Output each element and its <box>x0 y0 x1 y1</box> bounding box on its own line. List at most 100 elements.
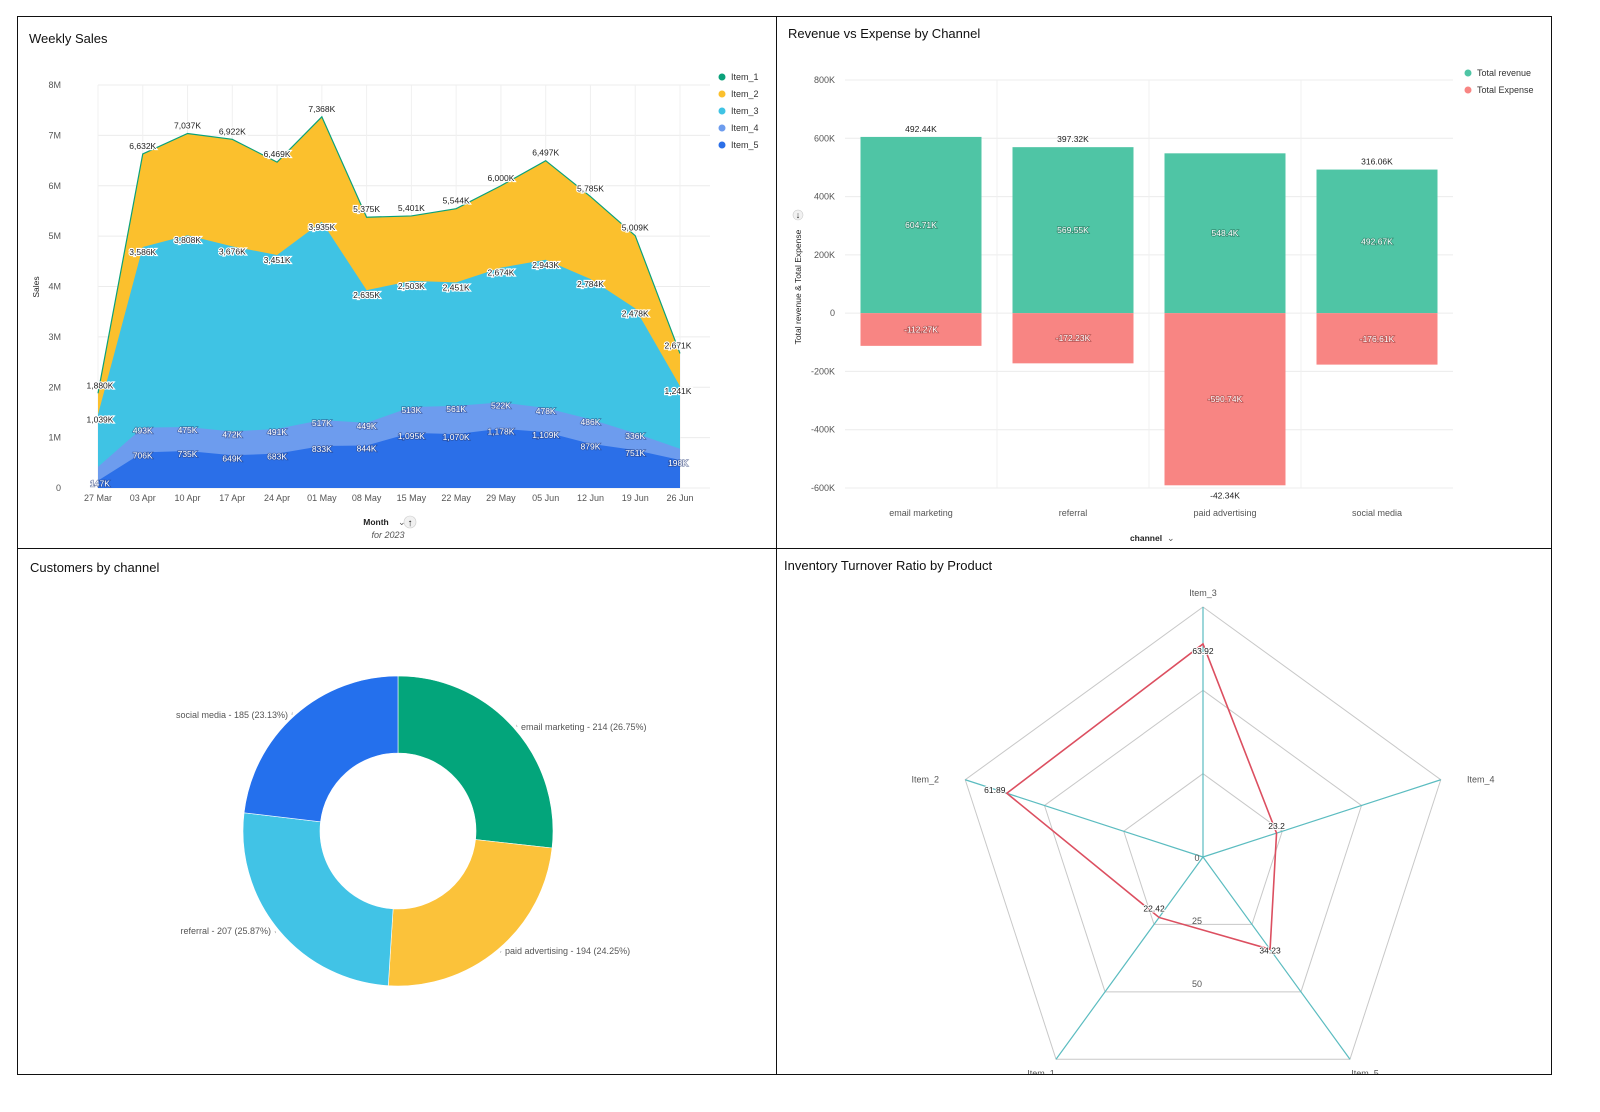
y-tick-label: 2M <box>48 382 61 392</box>
bar-total-expense <box>1012 313 1134 364</box>
x-tick-label: 29 May <box>486 493 516 503</box>
data-label: 478K <box>536 406 556 416</box>
y-tick-label: -400K <box>811 425 835 435</box>
slice-label: referral - 207 (25.87%) <box>180 926 271 936</box>
radar-axis-label: Item_3 <box>1189 588 1217 598</box>
radar-ring-label: 50 <box>1192 979 1202 989</box>
legend-marker <box>718 141 726 149</box>
data-label: 449K <box>357 421 377 431</box>
x-tick-label: email marketing <box>889 508 953 518</box>
y-tick-label: 800K <box>814 75 835 85</box>
revenue-expense-panel: Revenue vs Expense by Channel -600K -400K… <box>776 16 1552 550</box>
legend-marker <box>718 90 726 98</box>
data-label: 1,095K <box>398 431 425 441</box>
data-label: 2,674K <box>487 268 514 278</box>
radar-ring-label: 0 <box>1194 853 1199 863</box>
weekly-sales-chart: 0 1M 2M 3M 4M 5M 6M 7M 8M 27 Mar 03 Apr 10 Apr 17 Ap… <box>31 72 759 540</box>
y-tick-label: 0 <box>830 308 835 318</box>
y-axis-label: Total revenue & Total Expense <box>793 229 803 344</box>
data-label: 5,375K <box>353 204 380 214</box>
data-label: 1,070K <box>443 432 470 442</box>
inventory-panel: Inventory Turnover Ratio by Product 0 25 5… <box>776 548 1552 1075</box>
legend-marker <box>718 107 726 115</box>
total-label: 316.06K <box>1361 157 1393 167</box>
data-label: 879K <box>581 442 601 452</box>
data-label: 491K <box>267 427 287 437</box>
y-tick-label: 400K <box>814 192 835 202</box>
data-label: 2,943K <box>532 260 559 270</box>
inventory-title: Inventory Turnover Ratio by Product <box>784 558 993 573</box>
data-label: 1,178K <box>487 427 514 437</box>
x-tick-label: 24 Apr <box>264 493 290 503</box>
bar-total-expense <box>1164 313 1286 486</box>
x-axis-label: Month <box>363 517 389 527</box>
x-tick-label: 19 Jun <box>622 493 649 503</box>
customers-chart: email marketing - 214 (26.75%) paid adver… <box>176 675 647 987</box>
radar-spoke <box>1202 856 1351 1060</box>
legend-label: Item_4 <box>731 123 759 133</box>
legend-marker <box>718 124 726 132</box>
leader-line <box>274 930 276 934</box>
leader-line <box>500 950 502 954</box>
radar-ring-label: 25 <box>1192 916 1202 926</box>
data-label: 3,586K <box>129 247 156 257</box>
inventory-chart: 0 25 50 63.92 23.2 34.23 22.42 61.89 Item_3 Item_… <box>911 588 1495 1074</box>
data-label: 493K <box>133 426 153 436</box>
total-label: 397.32K <box>1057 134 1089 144</box>
data-label: 2,478K <box>622 308 649 318</box>
data-label: 5,544K <box>443 196 470 206</box>
slice-label: email marketing - 214 (26.75%) <box>521 722 647 732</box>
legend-marker <box>1464 69 1472 77</box>
y-tick-label: 5M <box>48 231 61 241</box>
legend-label: Total Expense <box>1477 85 1534 95</box>
data-label: 6,922K <box>219 126 246 136</box>
data-label: -176.61K <box>1360 334 1395 344</box>
legend-label: Item_3 <box>731 106 759 116</box>
slice-label: paid advertising - 194 (24.25%) <box>505 946 630 956</box>
x-tick-label: 03 Apr <box>130 493 156 503</box>
radar-axis-label: Item_4 <box>1467 775 1495 785</box>
legend-label: Item_1 <box>731 72 759 82</box>
data-label: 513K <box>401 405 421 415</box>
x-tick-label: 12 Jun <box>577 493 604 503</box>
radar-value-label: 34.23 <box>1259 945 1281 955</box>
data-label: 751K <box>625 448 645 458</box>
radar-value-label: 61.89 <box>984 785 1006 795</box>
y-tick-label: 8M <box>48 80 61 90</box>
bar-total-revenue <box>1316 169 1438 314</box>
data-label: 472K <box>222 430 242 440</box>
bar-total-revenue <box>1012 147 1134 314</box>
x-tick-label: 26 Jun <box>666 493 693 503</box>
x-tick-label: 01 May <box>307 493 337 503</box>
legend-label: Total revenue <box>1477 68 1531 78</box>
x-tick-label: 15 May <box>397 493 427 503</box>
bar-total-revenue <box>860 136 982 314</box>
radar-data-line <box>1005 642 1278 951</box>
x-axis-sublabel: for 2023 <box>371 530 404 540</box>
customers-title: Customers by channel <box>30 560 160 575</box>
y-tick-label: -600K <box>811 483 835 493</box>
data-label: 2,451K <box>443 282 470 292</box>
total-label: -42.34K <box>1210 490 1240 500</box>
data-label: 683K <box>267 452 287 462</box>
donut-slice <box>387 839 553 987</box>
x-tick-label: social media <box>1352 508 1402 518</box>
data-label: 5,785K <box>577 184 604 194</box>
data-label: 475K <box>178 425 198 435</box>
radar-spoke <box>1055 856 1204 1060</box>
area-item_1-line <box>97 115 681 394</box>
legend-marker <box>1464 86 1472 94</box>
x-tick-label: 05 Jun <box>532 493 559 503</box>
data-label: 5,009K <box>622 223 649 233</box>
data-label: 706K <box>133 450 153 460</box>
y-tick-label: 6M <box>48 181 61 191</box>
data-label: 486K <box>581 417 601 427</box>
x-tick-label: 08 May <box>352 493 382 503</box>
radar-axis-label: Item_2 <box>911 775 939 785</box>
data-label: 649K <box>222 453 242 463</box>
data-label: 1,109K <box>532 430 559 440</box>
chevron-down-icon: ⌄ <box>398 517 406 527</box>
slice-label: social media - 185 (23.13%) <box>176 710 288 720</box>
data-label: 6,000K <box>487 173 514 183</box>
data-label: 522K <box>491 400 511 410</box>
